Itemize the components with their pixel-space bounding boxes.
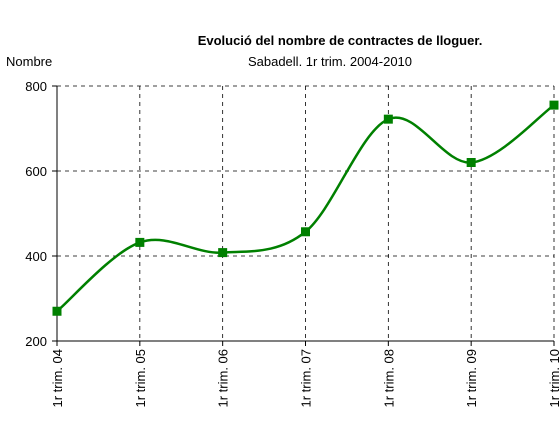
data-point <box>52 306 62 316</box>
data-point <box>218 248 228 258</box>
x-tick-label: 1r trim. 07 <box>299 349 314 408</box>
chart-subtitle: Sabadell. 1r trim. 2004-2010 <box>248 54 412 69</box>
y-axis-label: Nombre <box>6 54 52 69</box>
data-point <box>466 158 476 167</box>
y-tick-label: 400 <box>25 249 47 264</box>
y-tick-label: 600 <box>25 164 47 179</box>
chart-title: Evolució del nombre de contractes de llo… <box>198 33 483 48</box>
x-tick-label: 1r trim. 08 <box>381 349 396 408</box>
data-point <box>135 237 145 247</box>
data-point <box>301 227 310 237</box>
data-point <box>383 114 393 124</box>
data-point <box>549 100 559 110</box>
y-tick-label: 200 <box>25 334 47 349</box>
x-tick-label: 1r trim. 09 <box>464 349 479 408</box>
x-tick-label: 1r trim. 05 <box>133 349 148 408</box>
x-tick-label: 1r trim. 04 <box>50 349 65 408</box>
x-tick-label: 1r trim. 06 <box>216 349 231 408</box>
x-tick-label: 1r trim. 10 <box>547 349 560 408</box>
y-tick-label: 800 <box>25 79 47 94</box>
